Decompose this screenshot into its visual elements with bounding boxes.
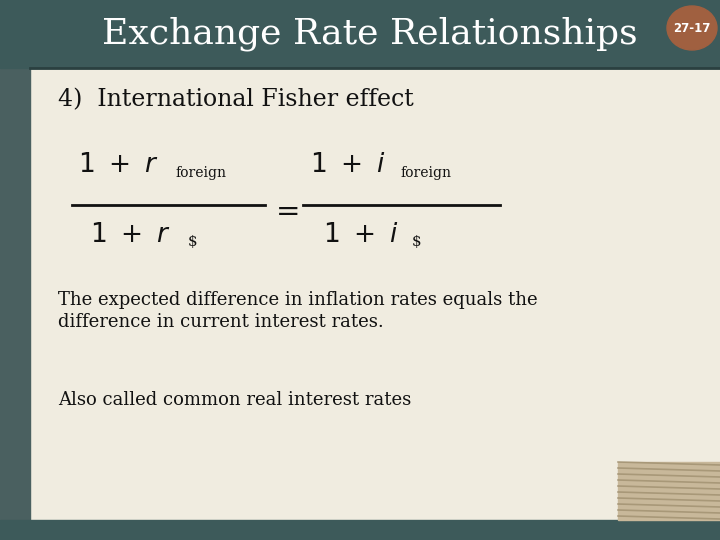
Text: The expected difference in inflation rates equals the: The expected difference in inflation rat… — [58, 291, 538, 309]
Text: 4)  International Fisher effect: 4) International Fisher effect — [58, 89, 414, 111]
Text: difference in current interest rates.: difference in current interest rates. — [58, 313, 384, 331]
Text: $1\ +\ i$: $1\ +\ i$ — [310, 152, 385, 178]
Text: Also called common real interest rates: Also called common real interest rates — [58, 391, 411, 409]
Bar — [0, 0, 720, 68]
Text: $: $ — [412, 235, 422, 249]
Text: foreign: foreign — [175, 166, 226, 180]
Bar — [30, 68, 720, 520]
Text: $1\ +\ r$: $1\ +\ r$ — [78, 152, 158, 178]
Text: $=$: $=$ — [271, 196, 300, 224]
Text: $1\ +\ i$: $1\ +\ i$ — [323, 222, 398, 247]
Text: $1\ +\ r$: $1\ +\ r$ — [90, 222, 171, 247]
Bar — [618, 462, 720, 520]
Text: Exchange Rate Relationships: Exchange Rate Relationships — [102, 17, 638, 51]
Bar — [0, 0, 30, 540]
Ellipse shape — [667, 6, 717, 50]
Text: 27-17: 27-17 — [673, 22, 711, 35]
Text: $: $ — [188, 235, 197, 249]
Text: foreign: foreign — [400, 166, 451, 180]
Bar — [0, 520, 720, 540]
